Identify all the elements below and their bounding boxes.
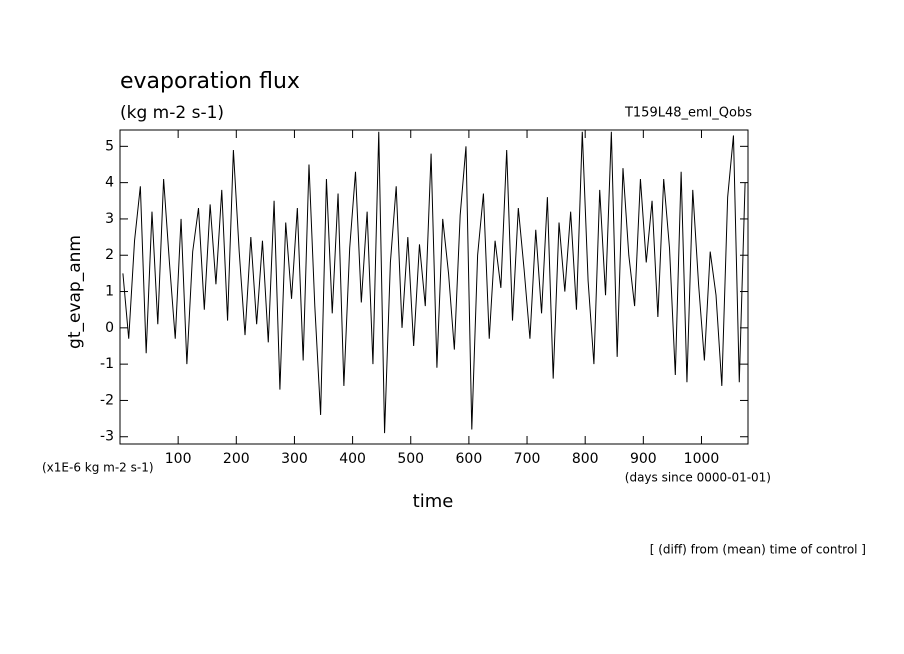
chart-title: evaporation flux	[120, 69, 300, 94]
y-tick-label: -3	[100, 429, 114, 445]
x-tick-label: 1000	[684, 451, 720, 467]
x-tick-label: 800	[572, 451, 599, 467]
x-tick-label: 400	[339, 451, 366, 467]
run-label: T159L48_eml_Qobs	[624, 106, 752, 121]
y-tick-label: -1	[100, 356, 114, 372]
x-tick-label: 300	[281, 451, 308, 467]
plot-frame	[119, 129, 749, 445]
y-tick-label: 3	[105, 211, 114, 227]
x-tick-label: 700	[514, 451, 541, 467]
x-unit: (days since 0000-01-01)	[625, 471, 771, 485]
y-tick-label: 2	[105, 247, 114, 263]
y-tick-label: 1	[105, 284, 114, 300]
y-tick-label: 0	[105, 320, 114, 336]
x-tick-label: 100	[165, 451, 192, 467]
y-unit: (x1E-6 kg m-2 s-1)	[42, 461, 154, 475]
y-tick-label: 4	[105, 175, 114, 191]
data-line	[122, 131, 746, 434]
y-tick-label: -2	[100, 392, 114, 408]
x-tick-label: 900	[630, 451, 657, 467]
x-tick-label: 500	[397, 451, 424, 467]
x-tick-label: 200	[223, 451, 250, 467]
y-tick-label: 5	[105, 138, 114, 154]
x-tick-label: 600	[456, 451, 483, 467]
note: [ (diff) from (mean) time of control ]	[650, 543, 866, 557]
chart-subtitle: (kg m-2 s-1)	[120, 103, 224, 123]
x-axis-label: time	[413, 491, 454, 512]
y-axis-label: gt_evap_anm	[65, 235, 85, 349]
